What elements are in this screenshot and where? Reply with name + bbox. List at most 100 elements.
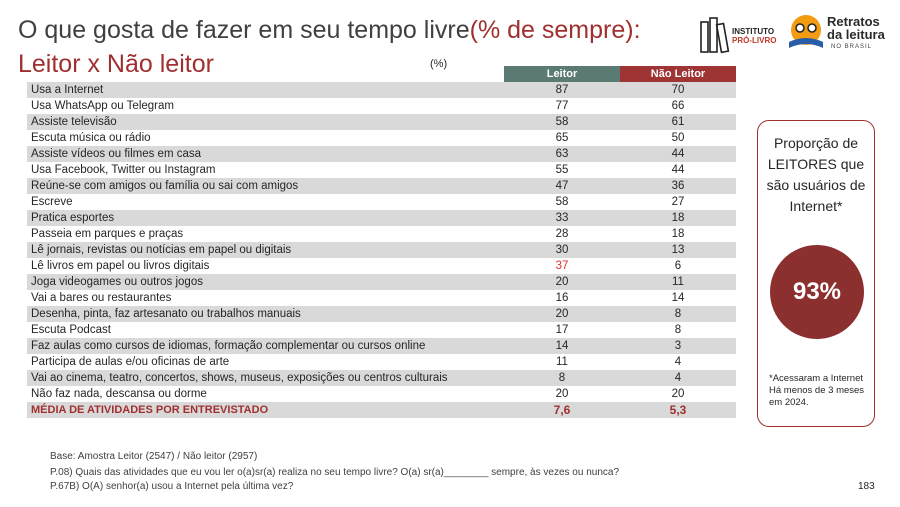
leitor-value: 47 — [504, 178, 620, 194]
activity-label: Escuta música ou rádio — [27, 130, 504, 146]
activity-label: Reúne-se com amigos ou família ou sai co… — [27, 178, 504, 194]
page-title: O que gosta de fazer em seu tempo livre(… — [18, 16, 641, 44]
retratos-da-leitura-logo: Retratos da leitura NO BRASIL — [785, 12, 895, 58]
question-note-p67b: P.67B) O(A) senhor(a) usou a Internet pe… — [50, 481, 294, 492]
internet-users-callout: Proporção de LEITORES que são usuários d… — [757, 120, 875, 427]
table-row: Usa WhatsApp ou Telegram 77 66 — [27, 98, 736, 114]
leitor-value: 16 — [504, 290, 620, 306]
leitor-value: 33 — [504, 210, 620, 226]
activity-label: Participa de aulas e/ou oficinas de arte — [27, 354, 504, 370]
table-row: Escuta Podcast 17 8 — [27, 322, 736, 338]
table-row: Reúne-se com amigos ou família ou sai co… — [27, 178, 736, 194]
table-row: Passeia em parques e praças 28 18 — [27, 226, 736, 242]
nao-leitor-value: 50 — [620, 130, 736, 146]
nao-leitor-value: 4 — [620, 370, 736, 386]
activity-label: Joga videogames ou outros jogos — [27, 274, 504, 290]
leitor-value: 20 — [504, 386, 620, 402]
question-note-p08: P.08) Quais das atividades que eu vou le… — [50, 467, 620, 478]
average-label: MÉDIA DE ATIVIDADES POR ENTREVISTADO — [27, 402, 504, 418]
table-row: Participa de aulas e/ou oficinas de arte… — [27, 354, 736, 370]
nao-leitor-value: 6 — [620, 258, 736, 274]
average-row: MÉDIA DE ATIVIDADES POR ENTREVISTADO 7,6 5… — [27, 402, 736, 418]
nao-leitor-value: 70 — [620, 82, 736, 98]
leitor-value: 30 — [504, 242, 620, 258]
nao-leitor-value: 44 — [620, 162, 736, 178]
leitor-value: 20 — [504, 274, 620, 290]
activity-label: Lê jornais, revistas ou notícias em pape… — [27, 242, 504, 258]
leitor-value: 55 — [504, 162, 620, 178]
activity-label: Usa a Internet — [27, 82, 504, 98]
reader-face-icon — [789, 15, 823, 48]
activity-label: Escuta Podcast — [27, 322, 504, 338]
callout-footnote: *Acessaram a Internet Há menos de 3 mese… — [769, 373, 865, 408]
table-row: Usa a Internet 87 70 — [27, 82, 736, 98]
instituto-pro-livro-logo: INSTITUTO PRÓ-LIVRO — [700, 16, 780, 56]
table-row: Faz aulas como cursos de idiomas, formaç… — [27, 338, 736, 354]
nao-leitor-value: 36 — [620, 178, 736, 194]
table-row: Lê livros em papel ou livros digitais 37 6 — [27, 258, 736, 274]
nao-leitor-value: 4 — [620, 354, 736, 370]
column-header-nao-leitor: Não Leitor — [620, 66, 736, 82]
nao-leitor-value: 8 — [620, 306, 736, 322]
table-row: Usa Facebook, Twitter ou Instagram 55 44 — [27, 162, 736, 178]
average-nao-leitor-value: 5,3 — [620, 402, 736, 418]
table-row: Vai a bares ou restaurantes 16 14 — [27, 290, 736, 306]
sample-base-note: Base: Amostra Leitor (2547) / Não leitor… — [50, 451, 258, 462]
leitor-value: 17 — [504, 322, 620, 338]
leitor-value: 77 — [504, 98, 620, 114]
leitor-value: 14 — [504, 338, 620, 354]
nao-leitor-value: 27 — [620, 194, 736, 210]
table-row: Escreve 58 27 — [27, 194, 736, 210]
leitor-value: 65 — [504, 130, 620, 146]
callout-value-circle: 93% — [770, 245, 864, 339]
nao-leitor-value: 3 — [620, 338, 736, 354]
activity-label: Usa Facebook, Twitter ou Instagram — [27, 162, 504, 178]
nao-leitor-value: 14 — [620, 290, 736, 306]
activities-table: Leitor Não Leitor Usa a Internet 87 70 Usa … — [27, 66, 736, 418]
title-highlight: (% de sempre): — [469, 16, 641, 44]
leitor-value: 20 — [504, 306, 620, 322]
callout-title: Proporção de LEITORES que são usuários d… — [766, 135, 866, 214]
header-blank — [27, 66, 504, 82]
nao-leitor-value: 11 — [620, 274, 736, 290]
activity-label: Pratica esportes — [27, 210, 504, 226]
activity-label: Assiste televisão — [27, 114, 504, 130]
unit-note: (%) — [430, 58, 448, 70]
leitor-value: 63 — [504, 146, 620, 162]
leitor-value: 58 — [504, 114, 620, 130]
table-row: Não faz nada, descansa ou dorme 20 20 — [27, 386, 736, 402]
nao-leitor-value: 66 — [620, 98, 736, 114]
leitor-value: 11 — [504, 354, 620, 370]
leitor-value: 28 — [504, 226, 620, 242]
logo-text-no-brasil: NO BRASIL — [831, 44, 873, 50]
activity-label: Não faz nada, descansa ou dorme — [27, 386, 504, 402]
page-subtitle: Leitor x Não leitor — [18, 50, 214, 78]
column-header-leitor: Leitor — [504, 66, 620, 82]
activity-label: Passeia em parques e praças — [27, 226, 504, 242]
nao-leitor-value: 61 — [620, 114, 736, 130]
activity-label: Escreve — [27, 194, 504, 210]
nao-leitor-value: 44 — [620, 146, 736, 162]
activity-label: Vai a bares ou restaurantes — [27, 290, 504, 306]
table-row: Vai ao cinema, teatro, concertos, shows,… — [27, 370, 736, 386]
nao-leitor-value: 8 — [620, 322, 736, 338]
table-row: Assiste televisão 58 61 — [27, 114, 736, 130]
activity-label: Assiste vídeos ou filmes em casa — [27, 146, 504, 162]
table-row: Assiste vídeos ou filmes em casa 63 44 — [27, 146, 736, 162]
activity-label: Vai ao cinema, teatro, concertos, shows,… — [27, 370, 504, 386]
table-row: Lê jornais, revistas ou notícias em pape… — [27, 242, 736, 258]
nao-leitor-value: 18 — [620, 226, 736, 242]
activity-label: Usa WhatsApp ou Telegram — [27, 98, 504, 114]
leitor-value: 58 — [504, 194, 620, 210]
activity-label: Faz aulas como cursos de idiomas, formaç… — [27, 338, 504, 354]
nao-leitor-value: 20 — [620, 386, 736, 402]
leitor-value: 37 — [504, 258, 620, 274]
average-leitor-value: 7,6 — [504, 402, 620, 418]
table-row: Desenha, pinta, faz artesanato ou trabal… — [27, 306, 736, 322]
logo-text-instituto: INSTITUTO — [732, 27, 775, 36]
table-row: Joga videogames ou outros jogos 20 11 — [27, 274, 736, 290]
table-row: Pratica esportes 33 18 — [27, 210, 736, 226]
activity-label: Desenha, pinta, faz artesanato ou trabal… — [27, 306, 504, 322]
nao-leitor-value: 13 — [620, 242, 736, 258]
logo-text-retratos: Retratos — [827, 14, 880, 29]
